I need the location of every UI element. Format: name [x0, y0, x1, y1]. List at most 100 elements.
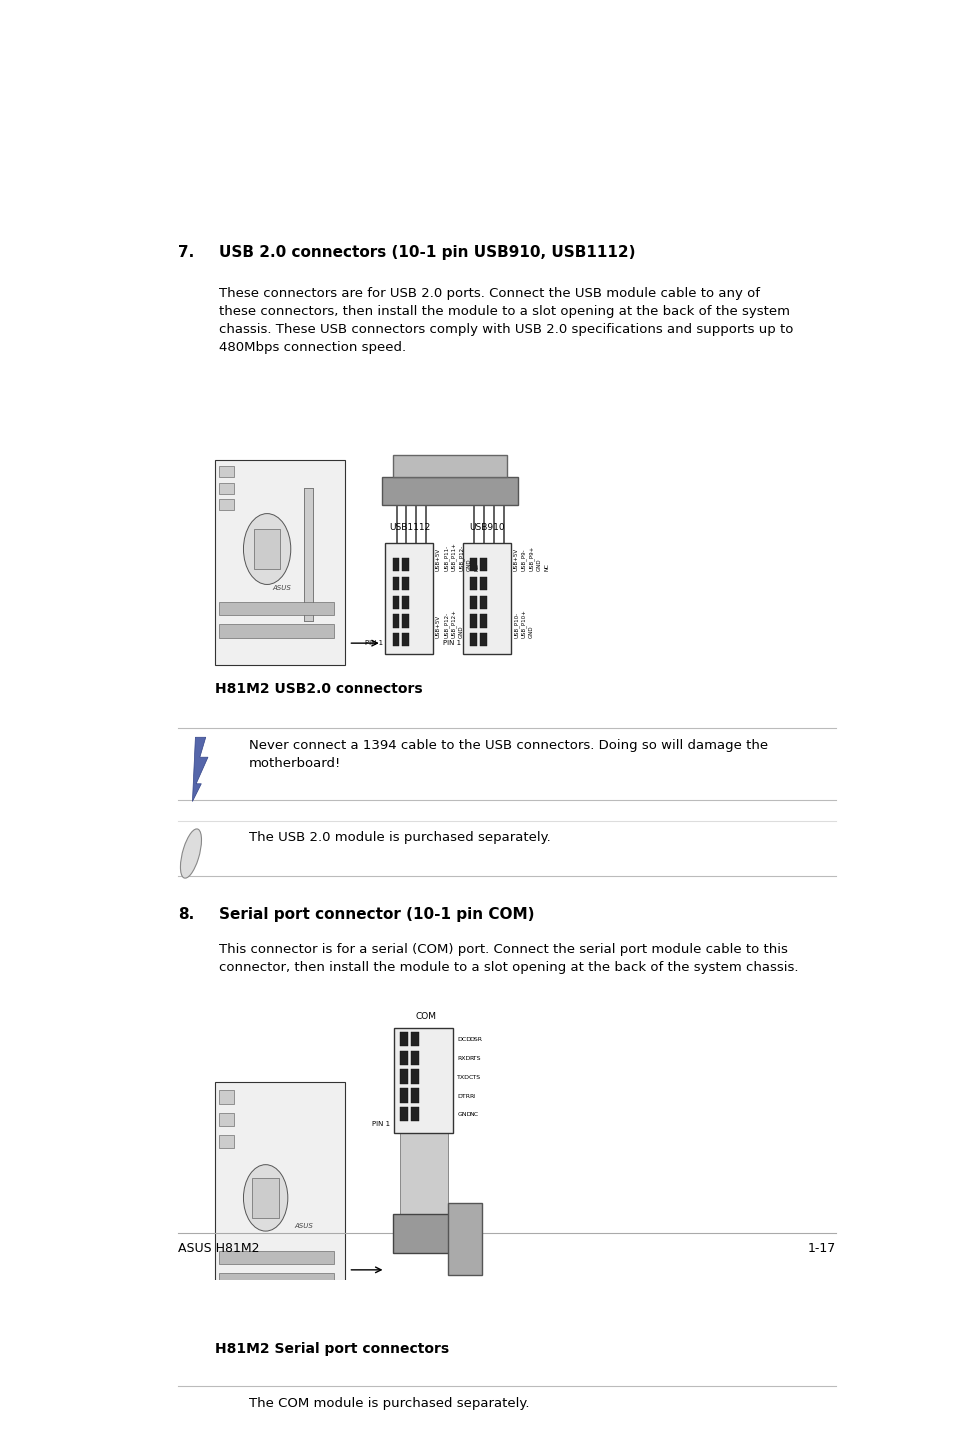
Bar	[393, 595, 399, 608]
Text: GND: GND	[466, 558, 471, 571]
Bar	[410, 1089, 418, 1103]
Text: USB_P9+: USB_P9+	[528, 546, 534, 571]
Ellipse shape	[180, 828, 201, 879]
Text: 8.: 8.	[178, 907, 194, 922]
Bar	[252, 1178, 278, 1218]
Bar	[410, 1032, 418, 1047]
Text: ASUS: ASUS	[294, 1222, 314, 1228]
Bar	[479, 558, 486, 571]
Text: USB+5V: USB+5V	[436, 548, 440, 571]
Bar	[393, 633, 399, 647]
Bar	[219, 1090, 233, 1104]
Bar	[381, 477, 518, 505]
Bar	[304, 487, 313, 621]
Bar	[470, 614, 476, 627]
Text: CTS: CTS	[469, 1074, 480, 1080]
Bar	[219, 466, 233, 477]
Text: USB_P10-: USB_P10-	[513, 611, 518, 637]
Bar	[219, 499, 233, 510]
Bar	[400, 1032, 408, 1047]
Bar	[393, 454, 507, 477]
Text: This connector is for a serial (COM) port. Connect the serial port module cable : This connector is for a serial (COM) por…	[219, 943, 798, 974]
Text: ASUS H81M2: ASUS H81M2	[178, 1242, 259, 1255]
Circle shape	[243, 513, 291, 584]
Text: GND: GND	[458, 626, 463, 637]
Bar	[393, 577, 399, 590]
Bar	[402, 577, 409, 590]
Bar	[394, 1028, 453, 1133]
Bar	[470, 558, 476, 571]
Bar	[219, 483, 233, 493]
Text: NC: NC	[469, 1113, 477, 1117]
Bar	[479, 595, 486, 608]
Bar	[219, 603, 334, 615]
Text: USB1112: USB1112	[389, 523, 430, 532]
Text: ASUS: ASUS	[273, 585, 291, 591]
Bar	[400, 1089, 408, 1103]
Text: NC: NC	[474, 564, 479, 571]
Text: RTS: RTS	[469, 1055, 480, 1061]
Bar	[462, 544, 511, 654]
Text: COM: COM	[416, 1012, 436, 1021]
Text: PIN 1: PIN 1	[372, 1120, 390, 1127]
Text: TXD: TXD	[456, 1074, 470, 1080]
Text: USB_P11-: USB_P11-	[443, 545, 449, 571]
Text: USB_P12+: USB_P12+	[451, 608, 456, 637]
Text: 7.: 7.	[178, 244, 194, 259]
Text: USB_P10+: USB_P10+	[520, 608, 526, 637]
Text: GND: GND	[528, 626, 534, 637]
Bar	[253, 529, 280, 569]
Bar	[219, 624, 334, 637]
Polygon shape	[193, 738, 208, 801]
Bar	[215, 1081, 344, 1314]
Bar	[393, 558, 399, 571]
Ellipse shape	[180, 1395, 201, 1438]
Bar	[410, 1051, 418, 1066]
Bar	[448, 1204, 481, 1276]
Bar	[393, 614, 399, 627]
Bar	[402, 558, 409, 571]
Bar	[479, 577, 486, 590]
Bar	[393, 1215, 456, 1254]
Bar	[470, 633, 476, 647]
Text: USB+5V: USB+5V	[436, 614, 440, 637]
Bar	[215, 460, 344, 666]
Text: NC: NC	[544, 564, 549, 571]
Text: H81M2 Serial port connectors: H81M2 Serial port connectors	[215, 1342, 449, 1356]
Text: The USB 2.0 module is purchased separately.: The USB 2.0 module is purchased separate…	[249, 831, 550, 844]
Text: GND: GND	[456, 1113, 471, 1117]
Text: 1-17: 1-17	[807, 1242, 836, 1255]
Bar	[479, 614, 486, 627]
Bar	[410, 1070, 418, 1084]
Bar	[304, 487, 313, 621]
Text: PIN 1: PIN 1	[365, 640, 383, 647]
Text: USB_P9-: USB_P9-	[520, 548, 526, 571]
Text: USB_P11+: USB_P11+	[451, 542, 456, 571]
Bar	[400, 1051, 408, 1066]
Bar	[470, 577, 476, 590]
Bar	[400, 1133, 448, 1215]
Circle shape	[243, 1165, 288, 1231]
Text: DCD: DCD	[456, 1037, 471, 1043]
Bar	[219, 1135, 233, 1148]
Bar	[219, 1273, 334, 1287]
Text: USB_P12-: USB_P12-	[458, 545, 464, 571]
Text: USB910: USB910	[469, 523, 505, 532]
Bar	[479, 633, 486, 647]
Text: DSR: DSR	[469, 1037, 481, 1043]
Bar	[402, 633, 409, 647]
Bar	[402, 595, 409, 608]
Text: H81M2 USB2.0 connectors: H81M2 USB2.0 connectors	[215, 682, 422, 696]
Bar	[400, 1070, 408, 1084]
Text: USB 2.0 connectors (10-1 pin USB910, USB1112): USB 2.0 connectors (10-1 pin USB910, USB…	[219, 244, 635, 259]
Text: Serial port connector (10-1 pin COM): Serial port connector (10-1 pin COM)	[219, 907, 534, 922]
Text: USB_P12-: USB_P12-	[443, 611, 449, 637]
Bar	[470, 595, 476, 608]
Text: PIN 1: PIN 1	[442, 640, 460, 647]
Text: These connectors are for USB 2.0 ports. Connect the USB module cable to any of
t: These connectors are for USB 2.0 ports. …	[219, 286, 793, 354]
Bar	[410, 1107, 418, 1122]
Text: RXD: RXD	[456, 1055, 470, 1061]
Text: RI: RI	[469, 1093, 475, 1099]
Bar	[385, 544, 433, 654]
Text: DTR: DTR	[456, 1093, 470, 1099]
